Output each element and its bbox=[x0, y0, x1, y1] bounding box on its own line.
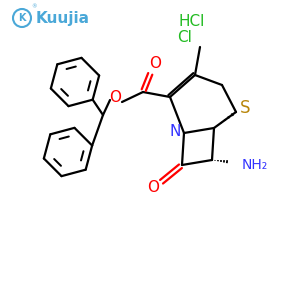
Text: NH₂: NH₂ bbox=[242, 158, 268, 172]
Text: Cl: Cl bbox=[178, 31, 192, 46]
Text: O: O bbox=[149, 56, 161, 71]
Text: O: O bbox=[147, 181, 159, 196]
Text: HCl: HCl bbox=[179, 14, 205, 29]
Text: S: S bbox=[240, 99, 250, 117]
Text: O: O bbox=[109, 91, 121, 106]
Text: N: N bbox=[169, 124, 181, 139]
Text: Kuujia: Kuujia bbox=[36, 11, 90, 26]
Text: ®: ® bbox=[31, 4, 37, 9]
Text: K: K bbox=[18, 13, 26, 23]
